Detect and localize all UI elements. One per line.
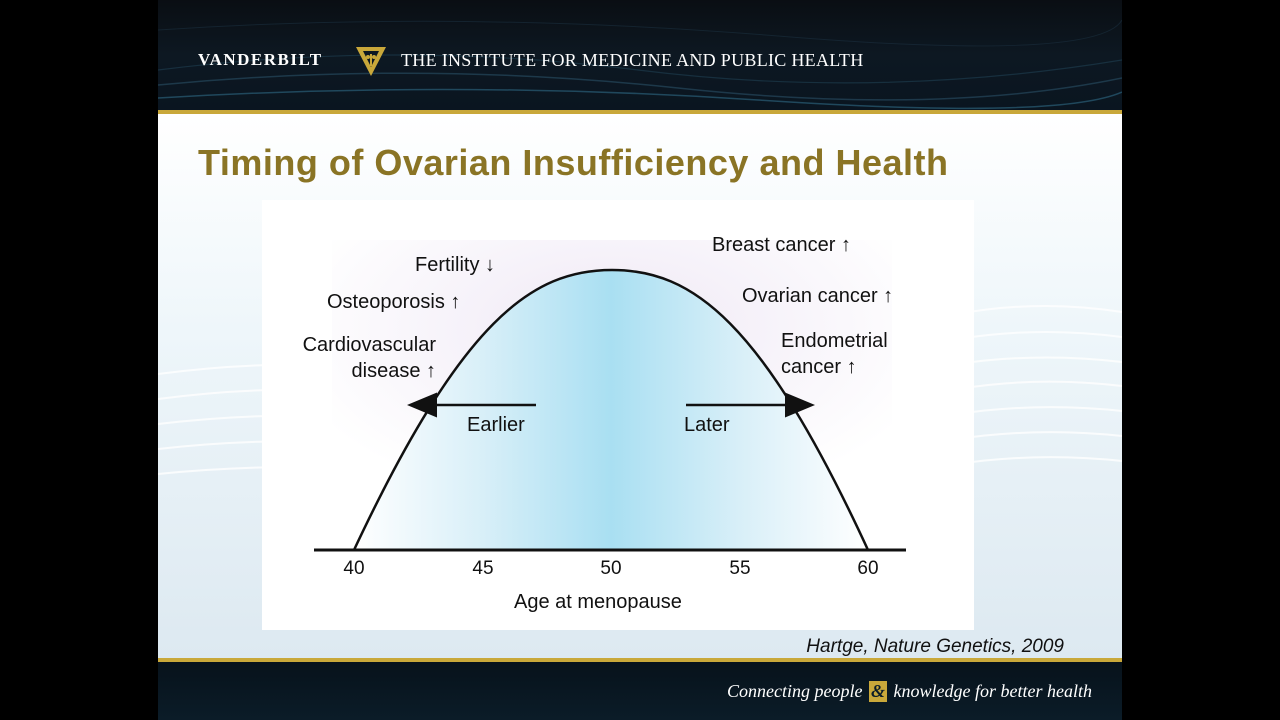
slide: VANDERBILT THE INSTITUTE FOR MEDICINE AN… <box>158 0 1122 720</box>
cardio-line-2: disease ↑ <box>351 360 437 382</box>
tagline-part-2: knowledge for better health <box>893 681 1092 701</box>
tagline-ampersand: & <box>869 681 888 702</box>
endometrial-line-2: cancer ↑ <box>781 356 857 378</box>
gold-divider-bottom <box>158 658 1122 662</box>
endometrial-line-1: Endometrial <box>781 330 888 352</box>
vanderbilt-oak-v-logo <box>356 47 386 76</box>
header-waves <box>158 19 1122 110</box>
axis-tick-55: 55 <box>729 558 751 579</box>
tagline-part-1: Connecting people <box>727 681 863 701</box>
axis-tick-50: 50 <box>600 558 622 579</box>
footer-bar: Connecting people & knowledge for better… <box>158 662 1122 720</box>
brand-wordmark: VANDERBILT <box>198 50 323 69</box>
ovarian-cancer-label: Ovarian cancer ↑ <box>742 285 894 307</box>
axis-tick-40: 40 <box>343 558 365 579</box>
bell-curve-fill <box>354 270 868 550</box>
slide-title: Timing of Ovarian Insufficiency and Heal… <box>198 142 949 183</box>
axis-tick-45: 45 <box>472 558 494 579</box>
header-bar: VANDERBILT THE INSTITUTE FOR MEDICINE AN… <box>158 0 1122 110</box>
figure-graphic <box>314 240 906 552</box>
fertility-label: Fertility ↓ <box>415 254 495 276</box>
later-label: Later <box>684 414 730 436</box>
breast-cancer-label: Breast cancer ↑ <box>712 234 851 256</box>
cardio-line-1: Cardiovascular <box>302 334 436 356</box>
footer-tagline: Connecting people & knowledge for better… <box>727 681 1092 702</box>
bell-curve <box>352 268 870 551</box>
axis-title: Age at menopause <box>514 591 682 613</box>
gold-divider-top <box>158 110 1122 114</box>
axis-tick-60: 60 <box>857 558 879 579</box>
menopause-timing-figure: Fertility ↓ Osteoporosis ↑ Cardiovascula… <box>262 200 974 630</box>
institute-name: THE INSTITUTE FOR MEDICINE AND PUBLIC HE… <box>401 50 864 70</box>
citation: Hartge, Nature Genetics, 2009 <box>806 636 1064 657</box>
osteoporosis-label: Osteoporosis ↑ <box>327 291 461 313</box>
earlier-label: Earlier <box>467 414 525 436</box>
endometrial-cancer-label: Endometrial cancer ↑ <box>781 328 888 380</box>
content-area: Timing of Ovarian Insufficiency and Heal… <box>158 114 1122 658</box>
cardiovascular-label: Cardiovascular disease ↑ <box>303 332 436 384</box>
